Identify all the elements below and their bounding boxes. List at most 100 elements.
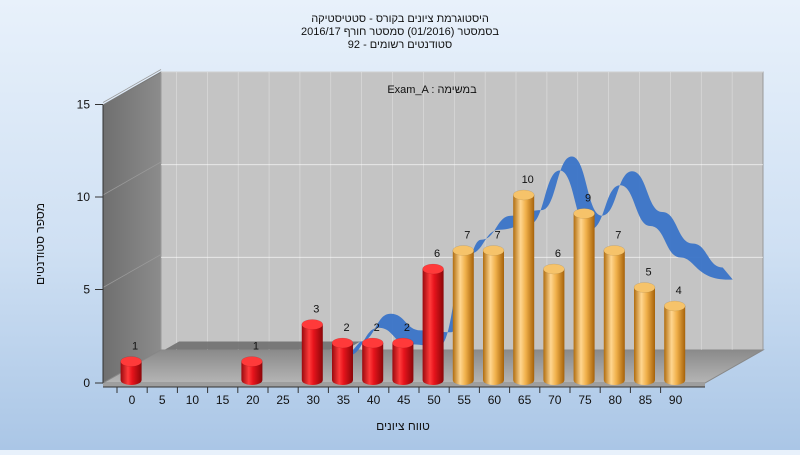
x-tick-label-85: 85 xyxy=(639,393,653,407)
data-label-75: 9 xyxy=(585,193,591,205)
bar-body xyxy=(392,343,414,385)
x-tick-label-20: 20 xyxy=(246,393,260,407)
bar-cap xyxy=(452,245,475,256)
data-label-50: 6 xyxy=(434,248,440,260)
y-tick-label-5: 5 xyxy=(83,283,90,297)
bar-body xyxy=(241,361,263,385)
bar-cap xyxy=(543,263,565,275)
x-tick-label-0: 0 xyxy=(129,393,136,407)
x-tick-label-15: 15 xyxy=(216,393,230,407)
bar-cap xyxy=(361,337,384,349)
data-label-20: 1 xyxy=(253,341,259,353)
x-tick-label-75: 75 xyxy=(578,393,592,407)
chart-left-wall xyxy=(102,71,162,384)
bar-cap xyxy=(120,356,142,367)
chart-title-line-3: סטודנטים רשומים - 92 xyxy=(348,39,452,51)
data-label-85: 5 xyxy=(645,267,651,279)
x-tick-label-5: 5 xyxy=(159,393,166,407)
trend-ribbon-flat xyxy=(165,341,361,350)
bar-20 xyxy=(241,356,263,385)
bar-cap xyxy=(482,245,505,256)
x-tick-label-10: 10 xyxy=(186,393,200,407)
bar-55 xyxy=(452,245,475,385)
bar-body xyxy=(422,269,444,385)
chart-title-line-2: בסמסטר (01/2016) סמסטר חורף 2016/17 xyxy=(301,26,499,38)
data-label-60: 7 xyxy=(494,230,500,242)
gridline-side xyxy=(102,69,162,103)
x-tick-label-70: 70 xyxy=(548,393,562,407)
y-axis-label: מספר סטודנטים xyxy=(33,203,47,285)
bar-cap xyxy=(573,208,595,219)
bar-85 xyxy=(633,282,656,385)
data-label-90: 4 xyxy=(676,285,682,297)
bar-cap xyxy=(512,189,535,201)
x-tick-label-60: 60 xyxy=(488,393,502,407)
data-labels: 1 1 3 2 2 2 6 7 7 10 6 9 7 5 4 xyxy=(132,174,682,353)
chart-subtitle: Exam_A : במשימה xyxy=(387,84,477,96)
x-tick-label-65: 65 xyxy=(518,393,532,407)
data-label-40: 2 xyxy=(374,322,380,334)
data-label-0: 1 xyxy=(132,341,138,353)
x-tick-label-55: 55 xyxy=(458,393,472,407)
bar-60 xyxy=(482,245,505,385)
bar-cap xyxy=(663,300,686,312)
bar-body xyxy=(543,269,565,385)
bar-cap xyxy=(301,319,324,330)
trend-ribbon-blue xyxy=(348,156,733,356)
bar-65 xyxy=(512,189,535,385)
data-label-55: 7 xyxy=(464,230,470,242)
data-label-35: 2 xyxy=(343,322,349,334)
data-label-65: 10 xyxy=(522,174,534,186)
bar-70 xyxy=(543,263,565,385)
bar-30 xyxy=(301,319,324,385)
x-tick-label-80: 80 xyxy=(609,393,623,407)
data-label-45: 2 xyxy=(404,322,410,334)
bar-80 xyxy=(603,245,626,385)
bar-body xyxy=(513,195,535,385)
bar-35 xyxy=(331,337,354,385)
bar-body xyxy=(603,250,625,385)
x-axis-label: טווח ציונים xyxy=(376,419,430,433)
x-tick-label-40: 40 xyxy=(367,393,381,407)
bar-body xyxy=(452,250,474,385)
bar-cap xyxy=(422,263,444,275)
bar-75 xyxy=(573,208,595,385)
y-tick-label-10: 10 xyxy=(77,190,91,204)
x-tick-label-25: 25 xyxy=(276,393,290,407)
y-tick-label-15: 15 xyxy=(77,98,91,112)
bar-body xyxy=(332,343,353,385)
y-tick-label-0: 0 xyxy=(83,376,90,390)
bar-cap xyxy=(331,337,354,349)
bar-50 xyxy=(422,263,444,385)
bar-cap xyxy=(633,282,656,293)
bar-body xyxy=(301,324,323,385)
bar-cap xyxy=(241,356,263,367)
bar-body xyxy=(573,213,595,385)
x-tick-label-45: 45 xyxy=(397,393,411,407)
bar-40 xyxy=(361,337,384,385)
bars xyxy=(120,189,686,385)
x-tick-label-35: 35 xyxy=(337,393,351,407)
chart-title-line-1: היסטוגרמת ציונים בקורס - סטטיסטיקה xyxy=(311,13,489,25)
bar-body xyxy=(664,306,686,385)
bar-cap xyxy=(603,245,626,256)
bar-body xyxy=(634,287,655,385)
data-label-80: 7 xyxy=(615,230,621,242)
bar-90 xyxy=(663,300,686,385)
bar-body xyxy=(362,343,384,385)
x-tick-label-30: 30 xyxy=(307,393,321,407)
bar-0 xyxy=(120,356,142,385)
x-tick-label-50: 50 xyxy=(427,393,441,407)
bar-45 xyxy=(392,337,414,385)
bar-cap xyxy=(392,337,414,349)
gridline-side xyxy=(102,161,162,196)
gridline-side xyxy=(102,254,162,288)
data-label-30: 3 xyxy=(313,304,319,316)
data-label-70: 6 xyxy=(555,248,561,260)
bar-body xyxy=(483,250,504,385)
bar-body xyxy=(120,361,142,385)
x-tick-label-90: 90 xyxy=(669,393,683,407)
